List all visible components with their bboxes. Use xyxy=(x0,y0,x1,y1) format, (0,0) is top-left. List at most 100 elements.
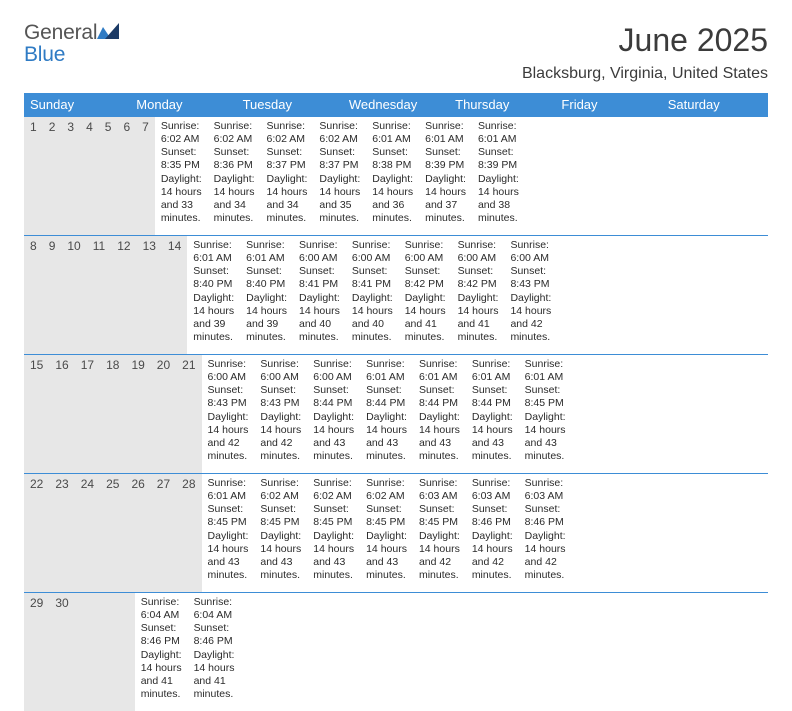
day-number: 7 xyxy=(136,117,155,235)
day-cell: Sunrise: 6:01 AMSunset: 8:39 PMDaylight:… xyxy=(419,117,472,235)
day-cell xyxy=(276,593,288,711)
sunset-text: Sunset: 8:45 PM xyxy=(208,503,249,529)
day-cell: Sunrise: 6:01 AMSunset: 8:44 PMDaylight:… xyxy=(413,355,466,473)
daylight-text: Daylight: 14 hours and 37 minutes. xyxy=(425,173,466,226)
sunset-text: Sunset: 8:43 PM xyxy=(208,384,249,410)
sunset-text: Sunset: 8:42 PM xyxy=(458,265,499,291)
day-cell: Sunrise: 6:00 AMSunset: 8:41 PMDaylight:… xyxy=(346,236,399,354)
day-cell: Sunrise: 6:00 AMSunset: 8:43 PMDaylight:… xyxy=(202,355,255,473)
day-number: 23 xyxy=(49,474,74,592)
sunrise-text: Sunrise: 6:01 AM xyxy=(366,358,407,384)
sunrise-text: Sunrise: 6:01 AM xyxy=(246,239,287,265)
sunset-text: Sunset: 8:44 PM xyxy=(419,384,460,410)
sunrise-text: Sunrise: 6:01 AM xyxy=(525,358,566,384)
day-number: 27 xyxy=(151,474,176,592)
day-cell: Sunrise: 6:01 AMSunset: 8:38 PMDaylight:… xyxy=(366,117,419,235)
sunrise-text: Sunrise: 6:01 AM xyxy=(193,239,234,265)
day-number: 18 xyxy=(100,355,125,473)
day-number-row: 891011121314 xyxy=(24,236,187,354)
day-number: 4 xyxy=(80,117,99,235)
daylight-text: Daylight: 14 hours and 40 minutes. xyxy=(299,292,340,345)
daylight-text: Daylight: 14 hours and 43 minutes. xyxy=(525,411,566,464)
sunset-text: Sunset: 8:46 PM xyxy=(472,503,513,529)
daylight-text: Daylight: 14 hours and 42 minutes. xyxy=(208,411,249,464)
sunset-text: Sunset: 8:44 PM xyxy=(313,384,354,410)
sunrise-text: Sunrise: 6:00 AM xyxy=(510,239,551,265)
day-number xyxy=(87,593,99,711)
day-number: 12 xyxy=(111,236,136,354)
day-number: 25 xyxy=(100,474,125,592)
day-number-row: 15161718192021 xyxy=(24,355,202,473)
sunset-text: Sunset: 8:36 PM xyxy=(214,146,255,172)
sunrise-text: Sunrise: 6:00 AM xyxy=(458,239,499,265)
sunset-text: Sunset: 8:35 PM xyxy=(161,146,202,172)
day-cell xyxy=(264,593,276,711)
sunset-text: Sunset: 8:43 PM xyxy=(260,384,301,410)
daylight-text: Daylight: 14 hours and 43 minutes. xyxy=(472,411,513,464)
sunset-text: Sunset: 8:37 PM xyxy=(267,146,308,172)
week-row: 2930Sunrise: 6:04 AMSunset: 8:46 PMDayli… xyxy=(24,593,768,711)
sunset-text: Sunset: 8:46 PM xyxy=(525,503,566,529)
sunset-text: Sunset: 8:40 PM xyxy=(193,265,234,291)
daylight-text: Daylight: 14 hours and 42 minutes. xyxy=(472,530,513,583)
calendar: Sunday Monday Tuesday Wednesday Thursday… xyxy=(24,93,768,711)
daylight-text: Daylight: 14 hours and 42 minutes. xyxy=(419,530,460,583)
daylight-text: Daylight: 14 hours and 39 minutes. xyxy=(246,292,287,345)
day-number: 17 xyxy=(75,355,100,473)
day-body-row: Sunrise: 6:01 AMSunset: 8:45 PMDaylight:… xyxy=(202,474,572,592)
sunrise-text: Sunrise: 6:04 AM xyxy=(141,596,182,622)
daylight-text: Daylight: 14 hours and 38 minutes. xyxy=(478,173,519,226)
day-cell: Sunrise: 6:01 AMSunset: 8:45 PMDaylight:… xyxy=(202,474,255,592)
day-number: 16 xyxy=(49,355,74,473)
daylight-text: Daylight: 14 hours and 42 minutes. xyxy=(260,411,301,464)
daylight-text: Daylight: 14 hours and 33 minutes. xyxy=(161,173,202,226)
day-body-row: Sunrise: 6:04 AMSunset: 8:46 PMDaylight:… xyxy=(135,593,301,711)
daylight-text: Daylight: 14 hours and 41 minutes. xyxy=(141,649,182,702)
day-cell: Sunrise: 6:02 AMSunset: 8:45 PMDaylight:… xyxy=(360,474,413,592)
day-cell: Sunrise: 6:04 AMSunset: 8:46 PMDaylight:… xyxy=(188,593,241,711)
day-cell: Sunrise: 6:02 AMSunset: 8:36 PMDaylight:… xyxy=(208,117,261,235)
daylight-text: Daylight: 14 hours and 43 minutes. xyxy=(313,530,354,583)
day-header: Thursday xyxy=(449,93,555,117)
sunset-text: Sunset: 8:46 PM xyxy=(194,622,235,648)
day-number: 15 xyxy=(24,355,49,473)
weeks-container: 1234567Sunrise: 6:02 AMSunset: 8:35 PMDa… xyxy=(24,117,768,711)
sunset-text: Sunset: 8:41 PM xyxy=(352,265,393,291)
sunrise-text: Sunrise: 6:02 AM xyxy=(267,120,308,146)
sunset-text: Sunset: 8:46 PM xyxy=(141,622,182,648)
day-header: Sunday xyxy=(24,93,130,117)
day-number: 14 xyxy=(162,236,187,354)
day-number-row: 22232425262728 xyxy=(24,474,202,592)
daylight-text: Daylight: 14 hours and 34 minutes. xyxy=(214,173,255,226)
daylight-text: Daylight: 14 hours and 43 minutes. xyxy=(260,530,301,583)
day-header: Monday xyxy=(130,93,236,117)
sunrise-text: Sunrise: 6:00 AM xyxy=(313,358,354,384)
day-number: 6 xyxy=(117,117,136,235)
sunset-text: Sunset: 8:44 PM xyxy=(366,384,407,410)
day-number-row: 2930 xyxy=(24,593,135,711)
day-cell: Sunrise: 6:02 AMSunset: 8:45 PMDaylight:… xyxy=(254,474,307,592)
day-number: 26 xyxy=(125,474,150,592)
daylight-text: Daylight: 14 hours and 39 minutes. xyxy=(193,292,234,345)
sunset-text: Sunset: 8:42 PM xyxy=(405,265,446,291)
day-number: 2 xyxy=(43,117,62,235)
sunset-text: Sunset: 8:41 PM xyxy=(299,265,340,291)
day-body-row: Sunrise: 6:01 AMSunset: 8:40 PMDaylight:… xyxy=(187,236,557,354)
daylight-text: Daylight: 14 hours and 34 minutes. xyxy=(267,173,308,226)
day-cell xyxy=(288,593,300,711)
day-cell: Sunrise: 6:00 AMSunset: 8:42 PMDaylight:… xyxy=(399,236,452,354)
day-number: 21 xyxy=(176,355,201,473)
daylight-text: Daylight: 14 hours and 43 minutes. xyxy=(313,411,354,464)
daylight-text: Daylight: 14 hours and 36 minutes. xyxy=(372,173,413,226)
daylight-text: Daylight: 14 hours and 41 minutes. xyxy=(458,292,499,345)
day-cell: Sunrise: 6:03 AMSunset: 8:46 PMDaylight:… xyxy=(466,474,519,592)
sunrise-text: Sunrise: 6:02 AM xyxy=(260,477,301,503)
daylight-text: Daylight: 14 hours and 43 minutes. xyxy=(366,411,407,464)
sunrise-text: Sunrise: 6:03 AM xyxy=(525,477,566,503)
day-cell: Sunrise: 6:02 AMSunset: 8:37 PMDaylight:… xyxy=(313,117,366,235)
day-cell: Sunrise: 6:01 AMSunset: 8:40 PMDaylight:… xyxy=(240,236,293,354)
daylight-text: Daylight: 14 hours and 43 minutes. xyxy=(366,530,407,583)
daylight-text: Daylight: 14 hours and 43 minutes. xyxy=(208,530,249,583)
day-header-row: Sunday Monday Tuesday Wednesday Thursday… xyxy=(24,93,768,117)
day-number: 9 xyxy=(43,236,62,354)
